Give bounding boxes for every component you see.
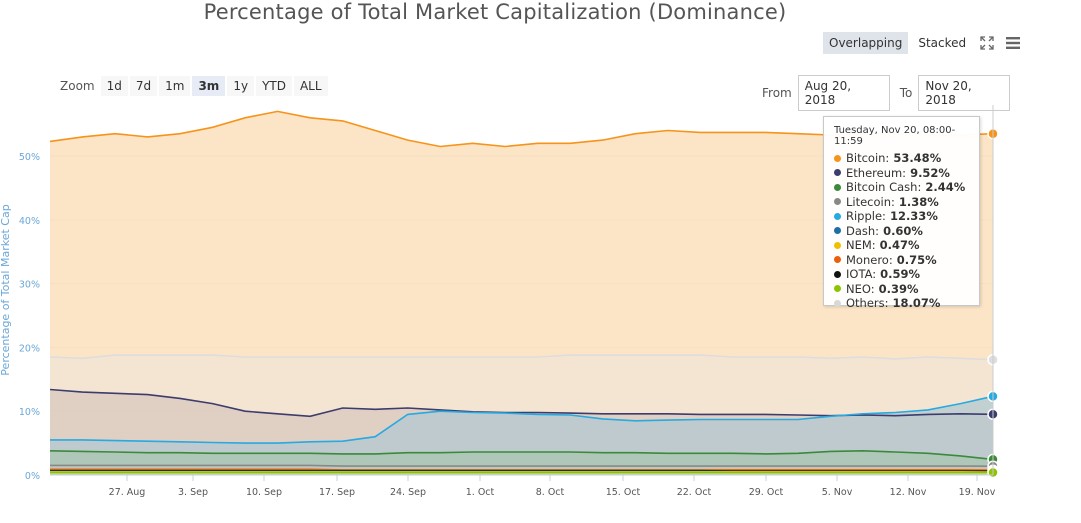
tooltip-row-nem: NEM: 0.47% bbox=[834, 238, 969, 253]
tooltip-series-name: NEO: bbox=[846, 281, 875, 296]
x-tick-label: 19. Nov bbox=[959, 487, 996, 498]
tooltip-series-value: 1.38% bbox=[898, 194, 939, 209]
tooltip-series-name: Others: bbox=[846, 296, 889, 310]
to-label: To bbox=[899, 86, 913, 100]
tooltip-series-value: 12.33% bbox=[889, 209, 938, 223]
tooltip-series-value: 53.48% bbox=[893, 151, 942, 165]
zoom-1y-button[interactable]: 1y bbox=[227, 76, 255, 96]
date-range: From Aug 20, 2018 To Nov 20, 2018 bbox=[762, 75, 1011, 111]
tooltip-series-name: Bitcoin Cash: bbox=[846, 180, 922, 194]
zoom-1m-button[interactable]: 1m bbox=[159, 76, 191, 96]
zoom-7d-button[interactable]: 7d bbox=[129, 76, 158, 96]
tooltip-series-value: 0.39% bbox=[878, 281, 919, 296]
y-axis-label: Percentage of Total Market Cap bbox=[0, 204, 12, 375]
tooltip-header: Tuesday, Nov 20, 08:00-11:59 bbox=[834, 125, 956, 147]
tooltip-marker bbox=[834, 256, 841, 264]
tooltip-series-name: IOTA: bbox=[846, 267, 877, 281]
tooltip-series-value: 18.07% bbox=[892, 296, 941, 310]
y-tick-label: 30% bbox=[19, 280, 40, 291]
tooltip-marker bbox=[834, 285, 841, 293]
tooltip-row-others: Others: 18.07% bbox=[834, 296, 969, 311]
x-tick-label: 24. Sep bbox=[390, 487, 426, 498]
tooltip-series-value: 0.59% bbox=[880, 267, 921, 281]
zoom-3m-button[interactable]: 3m bbox=[192, 76, 226, 96]
overlapping-button[interactable]: Overlapping bbox=[823, 32, 909, 54]
tooltip-series-name: Ripple: bbox=[846, 209, 886, 223]
zoom-all-button[interactable]: ALL bbox=[293, 76, 328, 96]
zoom-selector: Zoom 1d 7d 1m 3m 1y YTD ALL bbox=[60, 76, 328, 96]
x-tick-label: 1. Oct bbox=[466, 487, 495, 498]
tooltip-row-neo: NEO: 0.39% bbox=[834, 282, 969, 297]
x-tick-label: 17. Sep bbox=[319, 487, 355, 498]
y-tick-label: 0% bbox=[25, 471, 40, 482]
zoom-ytd-button[interactable]: YTD bbox=[256, 76, 292, 96]
stacked-button[interactable]: Stacked bbox=[918, 36, 967, 50]
line-bitcoin-cash bbox=[49, 449, 994, 461]
tooltip-row-bitcoin: Bitcoin: 53.48% bbox=[834, 151, 969, 166]
y-tick-label: 10% bbox=[19, 407, 40, 418]
tooltip-row-bitcoin-cash: Bitcoin Cash: 2.44% bbox=[834, 180, 969, 195]
tooltip-series-value: 2.44% bbox=[925, 180, 966, 194]
line-ripple bbox=[50, 395, 994, 444]
tooltip-marker bbox=[834, 270, 841, 278]
chart-title: Percentage of Total Market Capitalizatio… bbox=[203, 0, 787, 24]
tooltip-marker bbox=[834, 227, 841, 235]
tooltip-series-name: Litecoin: bbox=[846, 194, 895, 209]
x-tick-label: 10. Sep bbox=[246, 487, 282, 498]
zoom-1d-button[interactable]: 1d bbox=[100, 76, 128, 96]
tooltip-series-name: Bitcoin: bbox=[846, 151, 890, 165]
x-tick-label: 3. Sep bbox=[178, 487, 208, 498]
tooltip-marker bbox=[834, 169, 841, 177]
tooltip-marker bbox=[834, 299, 841, 307]
x-tick-label: 22. Oct bbox=[677, 487, 712, 498]
y-tick-label: 50% bbox=[19, 152, 40, 163]
hamburger-menu-icon[interactable] bbox=[1002, 32, 1024, 54]
x-tick-label: 12. Nov bbox=[890, 487, 927, 498]
x-tick-label: 5. Nov bbox=[822, 487, 853, 498]
tooltip-series-value: 0.47% bbox=[879, 238, 920, 252]
x-tick-label: 29. Oct bbox=[749, 487, 784, 498]
tooltip-series-value: 0.60% bbox=[883, 223, 923, 238]
tooltip-marker bbox=[834, 154, 841, 162]
x-tick-label: 8. Oct bbox=[536, 487, 565, 498]
y-tick-label: 20% bbox=[19, 343, 40, 354]
tooltip-series-name: Dash: bbox=[846, 223, 880, 238]
tooltip-row-ripple: Ripple: 12.33% bbox=[834, 209, 969, 224]
mode-toolbar: Overlapping Stacked bbox=[823, 32, 1024, 54]
tooltip-series-name: Monero: bbox=[846, 252, 893, 267]
tooltip-series-name: NEM: bbox=[846, 238, 876, 252]
tooltip-series-value: 9.52% bbox=[910, 165, 950, 180]
from-date-input[interactable]: Aug 20, 2018 bbox=[797, 75, 890, 111]
tooltip-marker bbox=[834, 198, 841, 206]
x-tick-label: 27. Aug bbox=[109, 487, 146, 498]
tooltip-row-iota: IOTA: 0.59% bbox=[834, 267, 969, 282]
tooltip-marker bbox=[834, 241, 841, 249]
zoom-label: Zoom bbox=[60, 79, 95, 93]
tooltip-marker bbox=[834, 212, 841, 220]
line-others bbox=[49, 354, 994, 361]
fullscreen-icon[interactable] bbox=[976, 32, 998, 54]
tooltip-row-monero: Monero: 0.75% bbox=[834, 253, 969, 268]
y-tick-label: 40% bbox=[19, 216, 40, 227]
chart-tooltip: Tuesday, Nov 20, 08:00-11:59 Bitcoin: 53.… bbox=[823, 116, 980, 310]
from-label: From bbox=[762, 86, 792, 100]
tooltip-series-value: 0.75% bbox=[896, 252, 937, 267]
tooltip-marker bbox=[834, 183, 841, 191]
tooltip-row-ethereum: Ethereum: 9.52% bbox=[834, 166, 969, 181]
to-date-input[interactable]: Nov 20, 2018 bbox=[918, 75, 1011, 111]
tooltip-row-litecoin: Litecoin: 1.38% bbox=[834, 195, 969, 210]
tooltip-row-dash: Dash: 0.60% bbox=[834, 224, 969, 239]
line-litecoin bbox=[50, 464, 994, 467]
x-tick-label: 15. Oct bbox=[606, 487, 641, 498]
tooltip-series-name: Ethereum: bbox=[846, 165, 907, 180]
